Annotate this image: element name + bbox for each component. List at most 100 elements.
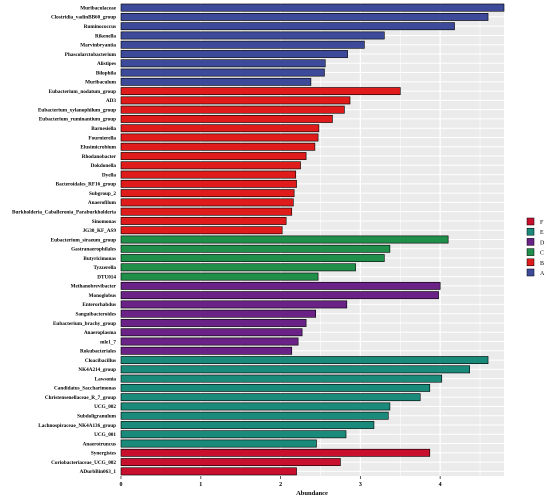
bar-Lawsonia	[120, 374, 443, 383]
bar-Candidatus_Saccharimonas	[120, 383, 431, 392]
x-tick-label: 3	[359, 482, 362, 488]
y-tick-label: Dokdonella	[91, 163, 117, 169]
y-tick-label: Sanguibacteroides	[75, 311, 116, 317]
bar-Eubacterium_ruminantium_group	[120, 115, 333, 123]
y-tick-label: Monoglobus	[89, 293, 116, 299]
bar-Alistipes	[120, 59, 326, 68]
y-tick-label: UCG_002	[94, 404, 116, 410]
y-tick-label: Lawsonia	[95, 376, 117, 382]
x-axis-title: Abundance	[296, 490, 328, 497]
bar-ADurbBin063_1	[120, 467, 297, 476]
y-tick-label: Tyzzerella	[93, 265, 116, 271]
x-tick-label: 4	[439, 482, 442, 488]
bar-Eubacterium_nodatum_group	[120, 87, 401, 96]
y-tick-label: Anaeroplasma	[84, 330, 117, 336]
y-tick-label: Phascolarctobacterium	[65, 52, 117, 58]
legend-swatch	[526, 217, 535, 226]
y-tick-label: Fournierella	[88, 135, 116, 141]
legend-swatch	[526, 268, 535, 277]
y-tick-label: Coriobacteriaceae_UCG_002	[51, 460, 116, 466]
bar-Rikenella	[120, 31, 385, 40]
y-tick-label: Eubacterium_xylanophilum_group	[38, 107, 116, 113]
y-tick-label: DTU014	[97, 274, 116, 280]
bar-AD3	[120, 96, 351, 105]
y-tick-label: Candidatus_Saccharimonas	[54, 386, 116, 392]
bar-NK4A214_group	[120, 365, 470, 374]
y-tick-label: AD3	[106, 98, 116, 104]
y-tick-label: ADurbBin063_1	[80, 469, 117, 475]
y-tick-label: NK4A214_group	[78, 367, 116, 373]
bar-Eubacterium_xylanophilum_group	[120, 105, 345, 114]
y-tick-label: Subgroup_2	[89, 191, 116, 197]
y-tick-label: UCG_001	[94, 432, 116, 438]
y-tick-label: Eubacterium_brachy_group	[53, 321, 116, 327]
bar-Subgroup_2	[120, 189, 295, 198]
bar-UCG_001	[120, 430, 347, 439]
legend-swatch	[526, 248, 535, 256]
x-tick-label: 1	[199, 482, 202, 488]
bar-Clostridia_vadinBB60_group	[120, 12, 489, 21]
bar-Monoglobus	[120, 291, 439, 300]
y-tick-label: Ruminococcus	[84, 24, 116, 30]
y-tick-label: Cloacibacillus	[85, 358, 116, 364]
legend-swatch	[526, 258, 535, 267]
y-tick-label: Rikenella	[95, 33, 116, 39]
y-tick-label: Bilophila	[96, 70, 117, 76]
bar-Marvinbryantia	[120, 40, 365, 49]
bar-Fournierella	[120, 133, 319, 142]
legend-swatch	[526, 238, 535, 246]
y-tick-label: Butyricimonas	[83, 256, 116, 262]
y-tick-label: Enterorhabdus	[82, 302, 116, 308]
bar-Sanguibacteroides	[120, 309, 316, 318]
bar-Ruminococcus	[120, 22, 455, 31]
bar-Barnesiella	[120, 124, 320, 133]
bar-UCG_002	[120, 402, 391, 411]
legend-label: E	[540, 230, 544, 236]
y-tick-label: Elusimicrobium	[80, 145, 116, 151]
bar-Muribaculum	[120, 77, 312, 86]
legend-label: C	[540, 251, 544, 257]
y-tick-label: Barnesiella	[91, 126, 116, 132]
bar-Gastranaerophilales	[120, 244, 391, 253]
y-tick-label: Sinomonas	[92, 219, 116, 225]
bar-Burkholderia_Caballeronia_Paraburkholderia	[120, 207, 293, 216]
bar-Subdoligranulum	[120, 411, 389, 420]
y-tick-label: JG30_KF_AS9	[83, 228, 117, 234]
y-tick-label: Eubacterium_ruminantium_group	[39, 117, 116, 123]
legend-label: D	[540, 240, 545, 246]
y-tick-label: Lachnospiraceae_NK4A136_group	[38, 423, 116, 429]
y-tick-label: Muribaculum	[85, 80, 117, 86]
y-tick-label: Dyella	[102, 172, 117, 178]
y-tick-label: Eubacterium_siraeum_group	[51, 237, 116, 243]
bar-Eubacterium_brachy_group	[120, 319, 307, 327]
y-tick-label: Muribaculaceae	[80, 5, 116, 11]
bar-DTU014	[120, 272, 319, 281]
bar-Tyzzerella	[120, 263, 356, 272]
bar-JG30_KF_AS9	[120, 226, 283, 235]
bar-Anaeroplasma	[120, 328, 303, 337]
bar-Phascolarctobacterium	[120, 50, 348, 58]
y-tick-label: Bacteroidales_RF16_group	[56, 182, 116, 188]
y-tick-label: Gastranaerophilales	[71, 247, 116, 253]
bar-Coriobacteriaceae_UCG_002	[120, 458, 341, 467]
y-tick-label: Clostridia_vadinBB60_group	[51, 15, 116, 21]
y-tick-label: Rokubacteriales	[80, 349, 116, 355]
legend-label: F	[540, 220, 544, 226]
y-tick-label: Eubacterium_nodatum_group	[49, 89, 116, 95]
y-axis-labels: Muribaculaceae Clostridia_vadinBB60_group…	[12, 5, 117, 475]
y-tick-label: Burkholderia_Caballeronia_Paraburkholder…	[12, 209, 116, 215]
y-tick-label: Methanobrevibacter	[71, 284, 117, 290]
bar-series	[120, 3, 505, 476]
bar-Rokubacteriales	[120, 346, 293, 355]
legend-label: A	[540, 271, 545, 277]
bar-Cloacibacillus	[120, 356, 489, 364]
bar-Christensenellaceae_R_7_group	[120, 393, 421, 402]
bar-Sinomonas	[120, 217, 287, 225]
y-tick-label: mle1_7	[100, 339, 116, 345]
bar-Butyricimonas	[120, 254, 385, 262]
y-tick-label: Subdoligranulum	[77, 414, 117, 420]
y-tick-label: Anaerotruncus	[83, 441, 116, 447]
bar-Muribaculaceae	[120, 3, 505, 12]
